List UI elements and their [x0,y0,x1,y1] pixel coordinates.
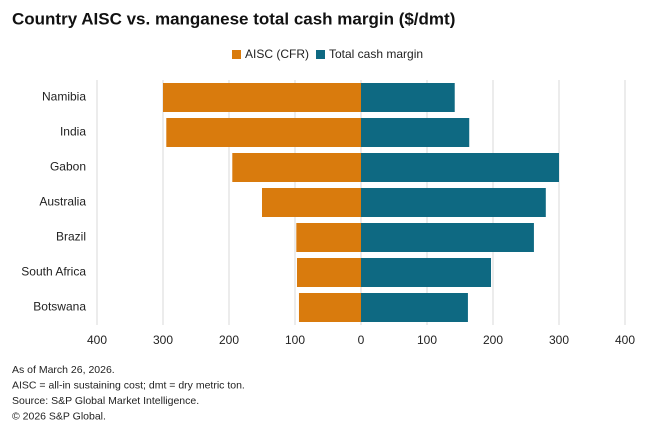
footnote: As of March 26, 2026. [12,364,115,376]
legend-swatch [232,50,241,59]
bar [262,188,361,217]
bar [296,258,361,287]
y-tick-label: Namibia [42,90,86,104]
bar [361,118,470,147]
x-tick-label: 0 [358,333,365,347]
bar [298,293,361,322]
x-tick-label: 300 [153,333,173,347]
bar [361,83,455,112]
x-tick-label: 100 [285,333,305,347]
footnote: Source: S&P Global Market Intelligence. [12,395,199,407]
legend-label: AISC (CFR) [245,47,309,61]
y-tick-label: South Africa [21,265,86,279]
x-tick-label: 200 [219,333,239,347]
x-tick-label: 200 [483,333,503,347]
y-tick-label: Gabon [50,160,86,174]
y-tick-label: Australia [39,195,86,209]
x-tick-label: 400 [87,333,107,347]
chart-title: Country AISC vs. manganese total cash ma… [12,9,455,28]
footnote: © 2026 S&P Global. [12,410,106,422]
footnote: AISC = all-in sustaining cost; dmt = dry… [12,379,245,391]
bar [166,118,361,147]
x-tick-label: 300 [549,333,569,347]
legend-label: Total cash margin [329,47,423,61]
y-tick-label: Botswana [33,300,86,314]
bar [361,188,546,217]
bar [232,153,361,182]
bar [163,83,361,112]
x-tick-label: 100 [417,333,437,347]
legend-swatch [316,50,325,59]
y-tick-label: India [60,125,86,139]
bar [361,293,468,322]
bar [361,223,534,252]
x-tick-label: 400 [615,333,635,347]
bar [296,223,361,252]
y-tick-label: Brazil [56,230,86,244]
bar [361,258,492,287]
bar [361,153,559,182]
